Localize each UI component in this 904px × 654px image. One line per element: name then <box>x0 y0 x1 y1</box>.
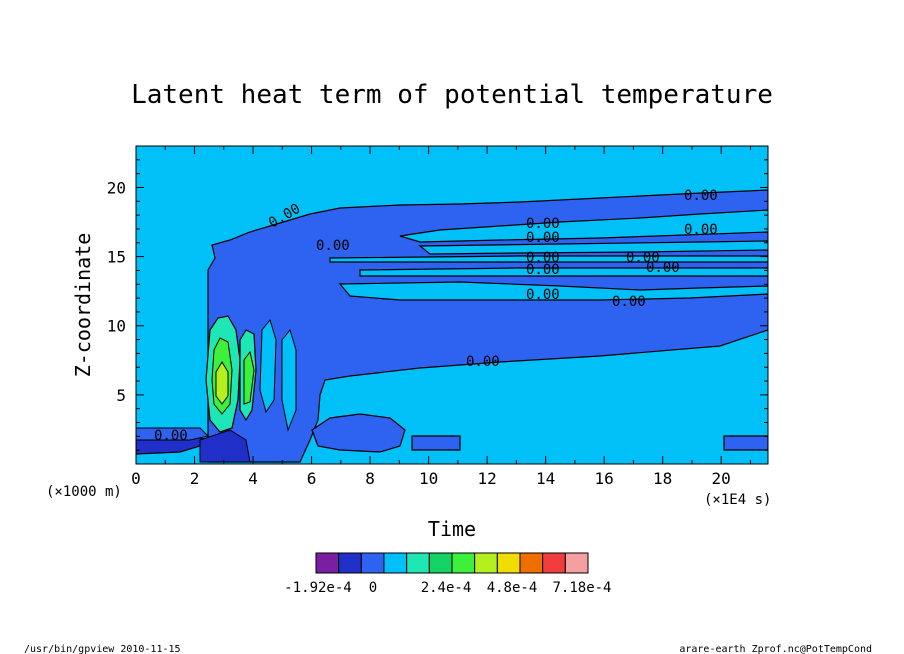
contour-label: 0.00 <box>526 250 560 266</box>
footer-right: arare-earth_Zprof.nc@PotTempCond <box>679 644 872 654</box>
colorbar-tick-label: 7.18e-4 <box>552 580 611 596</box>
x-tick-label: 8 <box>365 469 375 488</box>
colorbar-tick-label: 2.4e-4 <box>421 580 472 596</box>
contour-region-strip-2 <box>329 255 768 263</box>
contour-label: 0.00 <box>526 230 560 246</box>
colorbar-labels: -1.92e-4 0 2.4e-4 4.8e-4 7.18e-4 <box>284 580 611 596</box>
x-tick-label: 4 <box>248 469 258 488</box>
y-unit-label: (×1000 m) <box>46 484 122 500</box>
contour-label: 0.00 <box>466 354 500 370</box>
contour-label: 0.00 <box>526 216 560 232</box>
colorbar-swatch <box>564 552 589 574</box>
contour-region-strip-1 <box>418 240 768 255</box>
x-tick-label: 10 <box>419 469 438 488</box>
y-tick-label: 15 <box>107 248 126 267</box>
y-tick-label: 20 <box>107 178 126 197</box>
contour-label: 0.00 <box>612 294 646 310</box>
contour-region-column-1-peak <box>215 361 229 405</box>
colorbar-tick-label: -1.92e-4 <box>284 580 351 596</box>
colorbar-swatch <box>428 552 453 574</box>
colorbar-swatch <box>383 552 408 574</box>
x-tick-label: 0 <box>131 469 141 488</box>
contour-region-blob-3 <box>723 435 768 451</box>
x-tick-label: 6 <box>307 469 317 488</box>
x-tick-label: 16 <box>595 469 614 488</box>
colorbar-swatch <box>338 552 362 574</box>
y-axis: 5 10 15 20 <box>107 159 768 451</box>
plot-frame <box>135 145 769 465</box>
colorbar <box>315 552 589 574</box>
colorbar-swatch <box>542 552 566 574</box>
contour-region-column-4 <box>281 328 297 432</box>
contour-label: 0.00 <box>154 428 188 444</box>
contour-label: 0.00 <box>316 238 350 254</box>
contour-region-blob-1 <box>311 413 406 453</box>
colorbar-swatch <box>451 552 476 574</box>
contour-region-strip-4 <box>338 281 768 301</box>
colorbar-swatch <box>496 552 521 574</box>
colorbar-swatch <box>360 552 385 574</box>
contour-label: 0.00 <box>684 188 718 204</box>
contour-label: 0.00 <box>684 222 718 238</box>
x-tick-label: 2 <box>190 469 200 488</box>
y-axis-label: Z-coordinate <box>71 233 95 378</box>
x-tick-label: 12 <box>477 469 496 488</box>
colorbar-tick-label: 0 <box>369 580 377 596</box>
colorbar-swatch <box>519 552 544 574</box>
contour-region-column-3 <box>259 318 277 414</box>
x-tick-label: 14 <box>536 469 555 488</box>
y-tick-label: 5 <box>116 386 126 405</box>
contour-label: 0.00 <box>526 287 560 303</box>
contour-label: 0.00 <box>626 250 660 266</box>
x-unit-label: (×1E4 s) <box>704 492 771 508</box>
x-axis-label: Time <box>428 517 476 541</box>
contour-region-column-2-core <box>243 350 255 405</box>
x-tick-label: 20 <box>712 469 731 488</box>
contour-fill-group <box>136 189 768 463</box>
contour-label: 0.00 <box>526 262 560 278</box>
x-axis: 0 2 4 6 8 10 12 14 16 18 20 <box>131 146 751 488</box>
contour-region-blob-2 <box>411 435 461 451</box>
contour-region-strip-3 <box>359 267 768 277</box>
colorbar-swatch <box>315 552 340 574</box>
contour-region-left-band-2 <box>136 427 209 441</box>
colorbar-swatch <box>474 552 498 574</box>
footer-left: /usr/bin/gpview 2010-11-15 <box>24 644 181 654</box>
y-tick-label: 10 <box>107 317 126 336</box>
contour-region-dark-base <box>199 429 251 463</box>
x-tick-label: 18 <box>653 469 672 488</box>
chart-title: Latent heat term of potential temperatur… <box>131 80 773 110</box>
colorbar-swatch <box>406 552 430 574</box>
colorbar-tick-label: 4.8e-4 <box>487 580 538 596</box>
contour-label: 0.00 <box>646 260 680 276</box>
